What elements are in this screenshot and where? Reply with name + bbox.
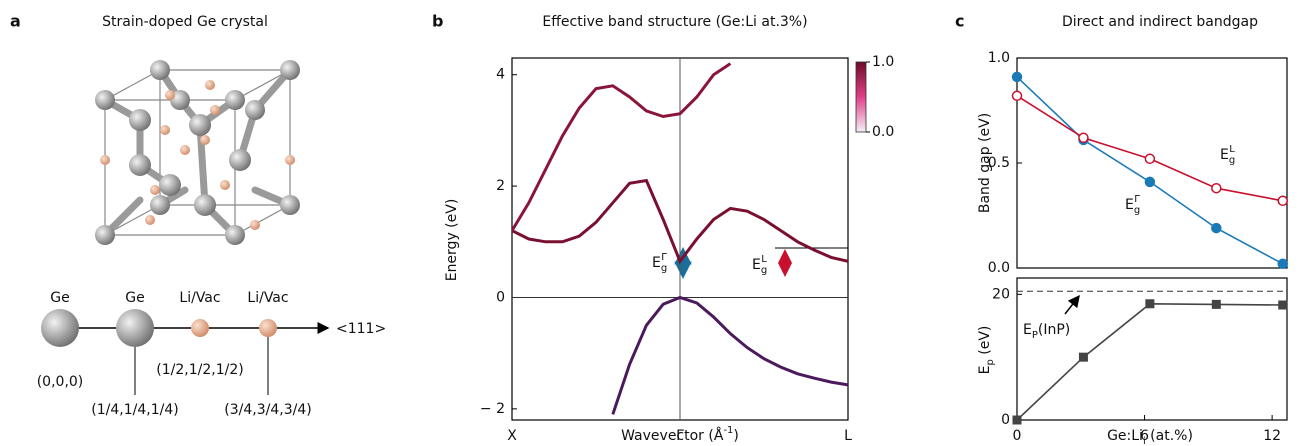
text-part: )	[733, 428, 738, 444]
x-axis-label: Ge:Lii (at.%)	[1107, 428, 1193, 446]
annotation: EgΓ	[1125, 194, 1140, 216]
text-part: (eV)	[977, 326, 993, 360]
data-marker	[1012, 415, 1022, 425]
atom-coordinate: (1/2,1/2,1/2)	[156, 362, 243, 378]
series-line	[512, 62, 732, 232]
direction-label: <111>	[336, 321, 386, 337]
annotation: EgL	[1220, 144, 1235, 166]
text-part: g	[1134, 205, 1140, 216]
series-line	[611, 295, 848, 415]
text-part: E	[1220, 147, 1229, 163]
data-marker	[1211, 222, 1222, 234]
text-part: E	[752, 257, 761, 273]
text-part: Ge:Li	[1107, 428, 1143, 444]
y-axis-label: Band gap (eV)	[977, 113, 993, 213]
text-part: E	[1023, 322, 1032, 338]
atom-coordinate: (0,0,0)	[37, 374, 84, 390]
colorbar-tick-label: 0.0	[872, 124, 894, 140]
y-tick-label: 4	[496, 67, 505, 83]
reference-label: EP(InP)	[1023, 322, 1070, 341]
text-part: g	[1229, 155, 1235, 166]
text-part: Wavevector (Å	[621, 427, 724, 444]
panel-title: Effective band structure (Ge:Li at.3%)	[542, 14, 807, 30]
text-part: (InP)	[1038, 322, 1070, 338]
y-axis-label: Energy (eV)	[444, 199, 460, 282]
colorbar-tick-label: 1.0	[872, 54, 894, 70]
data-marker	[1278, 300, 1288, 310]
data-marker	[1078, 132, 1089, 144]
atom-coordinate: (3/4,3/4,3/4)	[224, 402, 311, 418]
y-tick-label: 0	[496, 289, 505, 305]
text-part: g	[761, 265, 767, 276]
atom-chain	[41, 309, 330, 395]
plot-frame	[1016, 277, 1288, 421]
data-marker	[1211, 182, 1222, 194]
annotation: EgL	[752, 254, 767, 276]
data-marker	[1277, 258, 1288, 270]
data-marker	[1211, 299, 1221, 309]
text-part: L	[1229, 144, 1235, 155]
panel-letter: b	[432, 12, 443, 31]
y-tick-label: 0	[1001, 412, 1010, 428]
panel-letter: c	[955, 12, 964, 31]
y-tick-label: 20	[992, 286, 1010, 302]
text-part: E	[977, 366, 993, 375]
text-part: -1	[723, 425, 733, 436]
data-marker	[1145, 299, 1155, 309]
panel-title: Strain-doped Ge crystal	[102, 14, 268, 30]
x-tick-label: 12	[1263, 428, 1281, 444]
data-marker	[1277, 195, 1288, 207]
text-part: Γ	[1134, 194, 1140, 205]
atom-label: Li/Vac	[247, 290, 288, 306]
text-part: i	[1143, 436, 1146, 446]
x-tick-label: 6	[1140, 428, 1149, 444]
atom-coordinate: (1/4,1/4,1/4)	[91, 402, 178, 418]
x-tick-label: 0	[1013, 428, 1022, 444]
colorbar	[855, 61, 867, 133]
text-part: P	[1032, 330, 1038, 341]
y-tick-label: 0.0	[988, 260, 1010, 276]
data-marker	[1011, 90, 1023, 102]
series-line	[512, 178, 848, 265]
x-tick-label: L	[844, 428, 852, 444]
text-part: (at.%)	[1146, 428, 1193, 444]
x-axis-label: Wavevector (Å-1)	[621, 425, 739, 444]
panel-title: Direct and indirect bandgap	[1062, 14, 1258, 30]
data-marker	[1144, 176, 1156, 188]
y-tick-label: 1.0	[988, 50, 1010, 66]
y-tick-label: − 2	[480, 401, 505, 417]
text-part: g	[661, 263, 667, 274]
y-tick-label: 2	[496, 178, 505, 194]
data-marker	[1144, 153, 1156, 165]
text-part: E	[652, 255, 661, 271]
atom-label: Li/Vac	[179, 290, 220, 306]
reference-arrow	[1064, 295, 1080, 315]
x-tick-label: Γ	[676, 428, 684, 444]
data-marker	[1078, 352, 1088, 362]
text-part: L	[761, 254, 767, 265]
text-part: p	[985, 359, 996, 365]
atom-label: Ge	[125, 290, 144, 306]
text-part: Γ	[661, 252, 667, 263]
y-axis-label: Ep (eV)	[977, 326, 996, 375]
annotation: EgΓ	[652, 252, 667, 274]
text-part: E	[1125, 197, 1134, 213]
panel-letter: a	[10, 12, 21, 31]
x-tick-label: X	[507, 428, 517, 444]
data-marker	[1011, 71, 1023, 83]
y-tick-label: 0.5	[988, 155, 1010, 171]
atom-label: Ge	[50, 290, 69, 306]
series-line	[1017, 76, 1284, 265]
crystal-illustration	[95, 60, 300, 245]
